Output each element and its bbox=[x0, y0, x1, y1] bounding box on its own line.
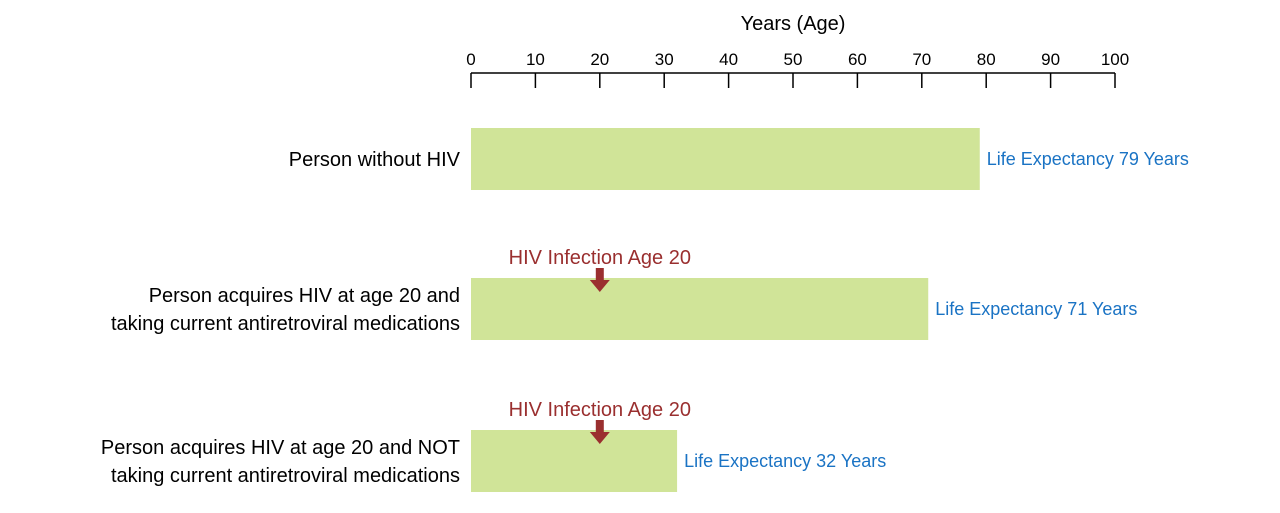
down-arrow-icon bbox=[589, 268, 610, 292]
x-tick-label: 20 bbox=[590, 50, 609, 69]
data-label: Life Expectancy 32 Years bbox=[684, 451, 886, 471]
down-arrow-icon bbox=[589, 420, 610, 444]
x-tick-label: 80 bbox=[977, 50, 996, 69]
data-label: Life Expectancy 79 Years bbox=[987, 149, 1189, 169]
x-axis: 0 10 20 30 40 50 60 70 80 90 100 bbox=[466, 50, 1129, 88]
x-tick-label: 0 bbox=[466, 50, 475, 69]
x-tick-label: 50 bbox=[784, 50, 803, 69]
annotation-label: HIV Infection Age 20 bbox=[509, 247, 691, 269]
x-tick-label: 40 bbox=[719, 50, 738, 69]
bars: Person without HIV Life Expectancy 79 Yea… bbox=[101, 128, 1189, 492]
category-label: Person acquires HIV at age 20 and NOT bbox=[101, 437, 460, 459]
bar bbox=[471, 278, 929, 340]
x-tick-label: 90 bbox=[1041, 50, 1060, 69]
x-tick-label: 60 bbox=[848, 50, 867, 69]
x-tick-label: 10 bbox=[526, 50, 545, 69]
annotation-label: HIV Infection Age 20 bbox=[509, 399, 691, 421]
category-label: taking current antiretroviral medication… bbox=[111, 465, 460, 487]
x-tick-label: 70 bbox=[912, 50, 931, 69]
category-label: taking current antiretroviral medication… bbox=[111, 313, 460, 335]
x-tick-label: 30 bbox=[655, 50, 674, 69]
bar bbox=[471, 430, 678, 492]
category-label: Person acquires HIV at age 20 and bbox=[149, 285, 460, 307]
x-tick-label: 100 bbox=[1101, 50, 1129, 69]
data-label: Life Expectancy 71 Years bbox=[935, 299, 1137, 319]
category-label: Person without HIV bbox=[289, 149, 461, 171]
x-axis-title: Years (Age) bbox=[741, 13, 846, 35]
bar bbox=[471, 128, 980, 190]
